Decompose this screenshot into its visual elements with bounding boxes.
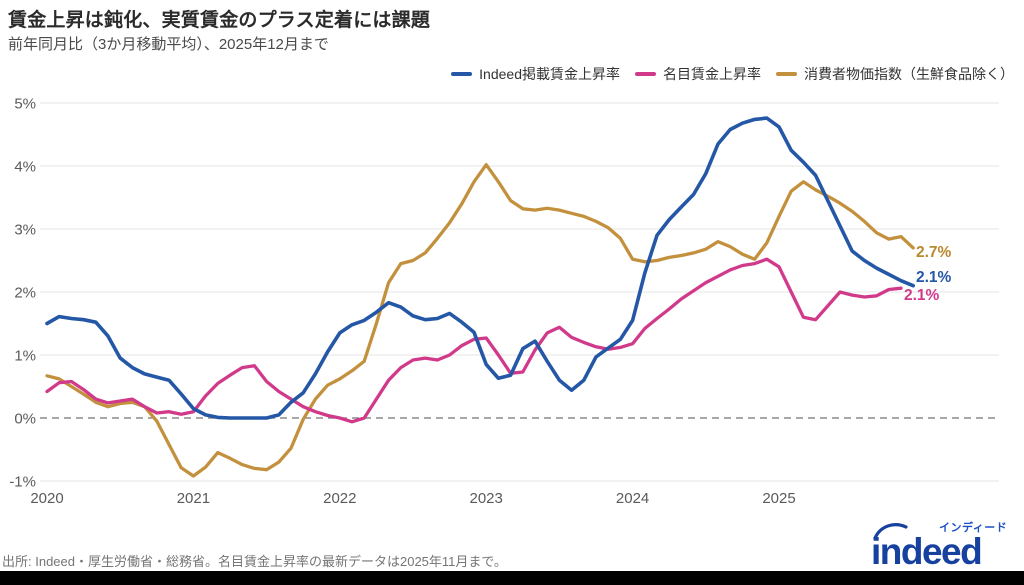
legend-label-cpi: 消費者物価指数（生鮮食品除く） bbox=[804, 66, 1014, 82]
source-note: 出所: Indeed・厚生労働省・総務省。名目賃金上昇率の最新データは2025年… bbox=[2, 554, 507, 569]
svg-text:-1%: -1% bbox=[9, 474, 36, 491]
svg-text:2020: 2020 bbox=[30, 490, 63, 507]
svg-text:2023: 2023 bbox=[470, 490, 503, 507]
svg-text:0%: 0% bbox=[14, 411, 36, 428]
legend-swatch-nominal bbox=[635, 72, 656, 76]
svg-text:2021: 2021 bbox=[177, 490, 210, 507]
indeed-katakana: インディード bbox=[939, 520, 1007, 534]
bottom-bar bbox=[0, 571, 1024, 585]
svg-text:5%: 5% bbox=[14, 96, 36, 113]
svg-text:3%: 3% bbox=[14, 222, 36, 239]
legend-swatch-indeed bbox=[451, 72, 473, 76]
page-subtitle: 前年同月比（3か月移動平均）、2025年12月まで bbox=[8, 36, 329, 53]
svg-text:4%: 4% bbox=[14, 159, 36, 176]
legend: Indeed掲載賃金上昇率 名目賃金上昇率 消費者物価指数（生鮮食品除く） bbox=[451, 64, 1014, 84]
end-label-indeed: 2.1% bbox=[916, 269, 952, 286]
legend-label-indeed: Indeed掲載賃金上昇率 bbox=[479, 66, 620, 82]
indeed-logo-arc bbox=[873, 523, 908, 540]
legend-item-nominal: 名目賃金上昇率 bbox=[635, 64, 761, 84]
svg-text:2024: 2024 bbox=[616, 490, 649, 507]
legend-label-nominal: 名目賃金上昇率 bbox=[663, 66, 761, 82]
svg-text:1%: 1% bbox=[14, 348, 36, 365]
end-label-cpi: 2.7% bbox=[916, 244, 952, 261]
legend-item-cpi: 消費者物価指数（生鮮食品除く） bbox=[776, 64, 1014, 84]
svg-text:2%: 2% bbox=[14, 285, 36, 302]
legend-swatch-cpi bbox=[776, 72, 797, 76]
indeed-wordmark: indeed bbox=[871, 531, 981, 570]
svg-text:2022: 2022 bbox=[323, 490, 356, 507]
end-label-nominal: 2.1% bbox=[904, 287, 940, 304]
indeed-logo: indeed インディード bbox=[871, 520, 1007, 570]
page-title: 賃金上昇は鈍化、実質賃金のプラス定着には課題 bbox=[8, 10, 431, 31]
legend-item-indeed: Indeed掲載賃金上昇率 bbox=[451, 64, 620, 84]
svg-text:2025: 2025 bbox=[762, 490, 795, 507]
